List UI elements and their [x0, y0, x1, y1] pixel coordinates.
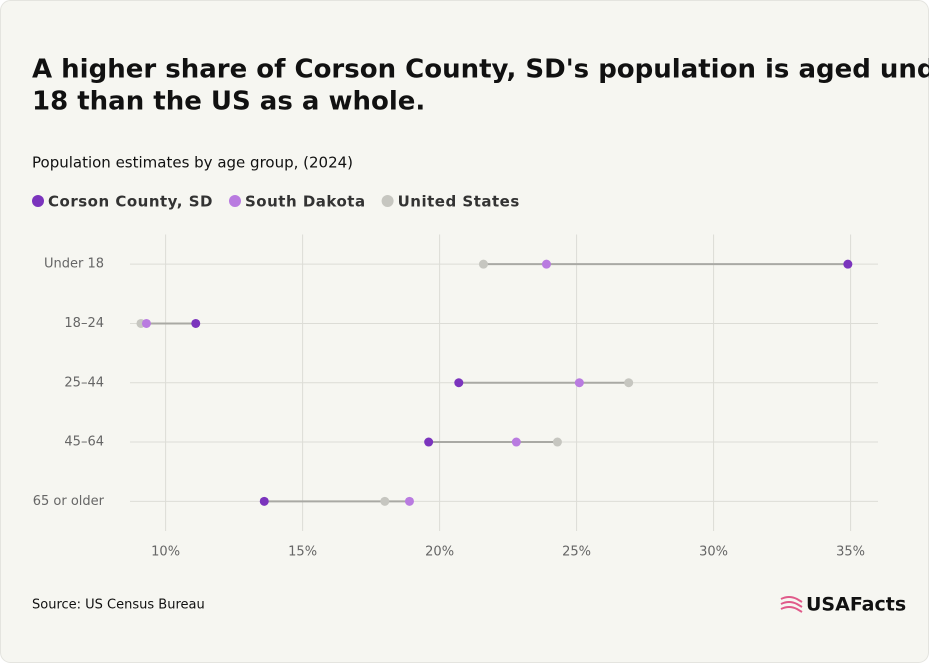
dot — [624, 378, 634, 388]
brand-name: USAFacts — [806, 594, 906, 616]
dot — [511, 437, 521, 447]
dot — [424, 437, 434, 447]
x-tick-label: 30% — [699, 545, 728, 560]
legend-label: Corson County, SD — [48, 193, 213, 211]
chart-title: 18 than the US as a whole. — [32, 87, 425, 117]
dot — [454, 378, 464, 388]
dot — [259, 496, 269, 506]
dot — [191, 318, 201, 328]
y-tick-label: 25–44 — [64, 375, 104, 390]
dot — [843, 259, 853, 269]
legend-marker — [228, 195, 241, 207]
y-tick-label: 65 or older — [33, 494, 105, 509]
dot — [380, 496, 390, 506]
dot — [141, 318, 151, 328]
y-tick-label: 18–24 — [64, 316, 104, 331]
x-tick-label: 15% — [288, 545, 317, 560]
x-tick-label: 25% — [562, 545, 591, 560]
dot — [574, 378, 584, 388]
x-tick-label: 10% — [151, 545, 180, 560]
y-tick-label: 45–64 — [64, 435, 104, 450]
legend-label: United States — [398, 193, 520, 211]
chart-subtitle: Population estimates by age group, (2024… — [32, 154, 353, 172]
dot — [404, 496, 414, 506]
legend-marker — [381, 195, 394, 207]
dot — [552, 437, 562, 447]
y-tick-label: Under 18 — [44, 257, 104, 272]
legend-label: South Dakota — [245, 193, 366, 211]
x-tick-label: 35% — [836, 545, 865, 560]
legend-marker — [32, 195, 44, 207]
x-tick-label: 20% — [425, 545, 454, 560]
source: Source: US Census Bureau — [32, 598, 205, 613]
chart-title: A higher share of Corson County, SD's po… — [32, 55, 929, 85]
dot — [541, 259, 551, 269]
dot — [478, 259, 488, 269]
brand-logo: USAFacts — [780, 594, 906, 616]
